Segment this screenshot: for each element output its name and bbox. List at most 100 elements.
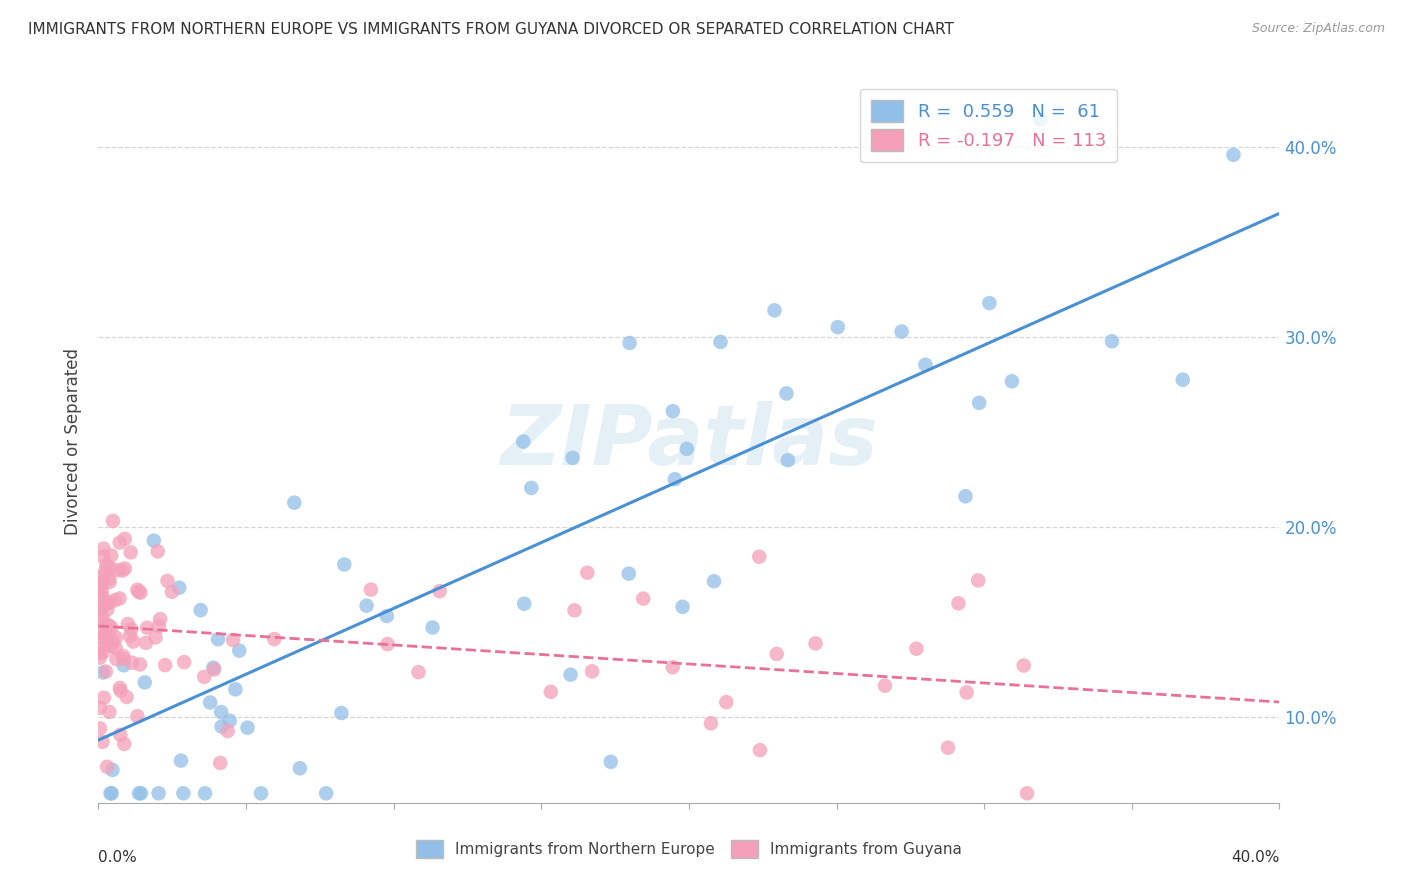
Point xyxy=(118,629,141,643)
Point xyxy=(98,572,121,586)
Point xyxy=(1029,112,1052,127)
Point xyxy=(330,706,353,720)
Point xyxy=(89,722,111,736)
Point xyxy=(90,575,112,590)
Point xyxy=(224,682,246,697)
Point xyxy=(218,714,240,728)
Point xyxy=(108,681,131,695)
Point xyxy=(194,786,217,800)
Point xyxy=(93,541,115,556)
Point xyxy=(96,602,118,616)
Text: IMMIGRANTS FROM NORTHERN EUROPE VS IMMIGRANTS FROM GUYANA DIVORCED OR SEPARATED : IMMIGRANTS FROM NORTHERN EUROPE VS IMMIG… xyxy=(28,22,955,37)
Point xyxy=(93,690,115,705)
Point xyxy=(112,737,135,751)
Point xyxy=(110,728,132,742)
Point xyxy=(134,675,156,690)
Text: 0.0%: 0.0% xyxy=(98,850,138,864)
Point xyxy=(198,696,221,710)
Point xyxy=(619,335,641,350)
Point xyxy=(96,760,118,774)
Point xyxy=(170,754,193,768)
Point xyxy=(1001,374,1024,388)
Point xyxy=(129,657,152,672)
Point xyxy=(89,646,111,660)
Point xyxy=(914,358,936,372)
Point xyxy=(217,723,239,738)
Point xyxy=(661,660,683,674)
Point xyxy=(104,641,127,656)
Point xyxy=(748,743,770,757)
Point xyxy=(211,719,233,733)
Point xyxy=(111,564,134,578)
Point xyxy=(581,665,603,679)
Point xyxy=(89,650,111,665)
Point xyxy=(222,633,245,648)
Point xyxy=(263,632,285,647)
Point xyxy=(97,638,120,652)
Point xyxy=(146,544,169,558)
Point xyxy=(377,637,399,651)
Point xyxy=(89,577,111,591)
Point xyxy=(91,610,114,624)
Point xyxy=(202,663,225,677)
Point xyxy=(513,597,536,611)
Point xyxy=(956,685,979,699)
Point xyxy=(422,620,444,634)
Point xyxy=(122,634,145,648)
Point xyxy=(127,582,149,597)
Point xyxy=(804,636,827,650)
Legend: Immigrants from Northern Europe, Immigrants from Guyana: Immigrants from Northern Europe, Immigra… xyxy=(409,834,969,863)
Point xyxy=(104,593,127,607)
Point xyxy=(703,574,725,589)
Point xyxy=(148,786,170,800)
Point xyxy=(89,613,111,627)
Point xyxy=(121,656,143,670)
Point xyxy=(98,595,121,609)
Point xyxy=(873,679,896,693)
Point xyxy=(709,334,731,349)
Text: 40.0%: 40.0% xyxy=(1232,850,1279,864)
Point xyxy=(1015,786,1038,800)
Point xyxy=(748,549,770,564)
Point xyxy=(360,582,382,597)
Point xyxy=(89,600,111,615)
Point xyxy=(193,670,215,684)
Point xyxy=(110,683,132,698)
Point xyxy=(156,574,179,588)
Point xyxy=(153,658,176,673)
Point xyxy=(100,639,122,653)
Point xyxy=(145,631,167,645)
Point xyxy=(114,561,136,575)
Point xyxy=(127,709,149,723)
Point xyxy=(135,636,157,650)
Point xyxy=(89,589,111,603)
Point xyxy=(1012,658,1035,673)
Point xyxy=(94,665,117,679)
Point xyxy=(190,603,212,617)
Point xyxy=(105,652,128,666)
Point xyxy=(112,652,135,666)
Point xyxy=(112,658,135,673)
Point xyxy=(101,514,124,528)
Point xyxy=(148,619,170,633)
Y-axis label: Divorced or Separated: Divorced or Separated xyxy=(65,348,83,535)
Point xyxy=(136,621,159,635)
Point xyxy=(100,549,122,563)
Point xyxy=(98,574,121,589)
Point xyxy=(149,612,172,626)
Point xyxy=(540,685,562,699)
Point xyxy=(96,558,118,572)
Point xyxy=(129,786,152,800)
Point xyxy=(955,489,977,503)
Point xyxy=(167,581,190,595)
Point xyxy=(512,434,534,449)
Point xyxy=(120,545,142,559)
Point xyxy=(671,599,693,614)
Point xyxy=(104,631,127,645)
Point xyxy=(776,453,799,467)
Point xyxy=(560,667,582,681)
Point xyxy=(112,648,135,663)
Point xyxy=(979,296,1001,310)
Point xyxy=(283,495,305,509)
Point xyxy=(128,584,150,599)
